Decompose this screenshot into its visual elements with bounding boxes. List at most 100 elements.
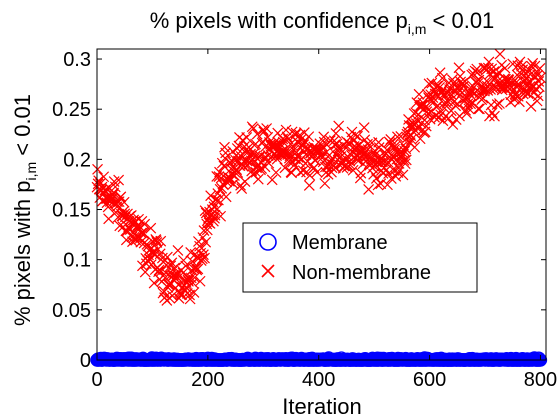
non-membrane-point [303, 179, 315, 191]
non-membrane-point [399, 145, 411, 157]
plot-area [97, 49, 546, 360]
non-membrane-point [351, 154, 363, 166]
non-membrane-point [279, 162, 291, 174]
non-membrane-point [236, 183, 248, 194]
non-membrane-point [433, 80, 444, 91]
non-membrane-point [452, 87, 464, 99]
non-membrane-point [352, 130, 363, 142]
non-membrane-point [252, 173, 264, 185]
non-membrane-point [189, 272, 200, 284]
non-membrane-point [362, 144, 374, 156]
non-membrane-point [166, 257, 178, 269]
non-membrane-point [220, 191, 232, 203]
non-membrane-point [355, 167, 367, 179]
chart-title: % pixels with confidence pi,m < 0.01 [150, 8, 495, 37]
non-membrane-point [398, 154, 410, 166]
non-membrane-point [389, 143, 401, 155]
non-membrane-point [494, 98, 505, 109]
y-tick-label: 0.1 [63, 250, 91, 272]
non-membrane-point [349, 129, 361, 141]
non-membrane-point [474, 103, 485, 115]
non-membrane-point [354, 172, 366, 184]
non-membrane-point [319, 178, 331, 189]
y-tick-label: 0.2 [63, 149, 91, 171]
non-membrane-point [114, 220, 126, 232]
non-membrane-point [151, 236, 163, 248]
non-membrane-point [491, 99, 503, 110]
non-membrane-point [102, 201, 114, 213]
non-membrane-point [297, 165, 309, 177]
non-membrane-point [304, 170, 316, 181]
non-membrane-point [184, 293, 196, 305]
non-membrane-point [534, 63, 546, 74]
non-membrane-point [317, 140, 329, 152]
non-membrane-point [399, 158, 411, 170]
non-membrane-point [145, 222, 157, 234]
non-membrane-point [219, 152, 231, 164]
non-membrane-point [139, 218, 151, 230]
non-membrane-point [286, 167, 297, 179]
y-axis: 0 0.05 0.1 0.15 0.2 0.25 0.3 [52, 49, 546, 372]
series-non-membrane [91, 48, 546, 306]
non-membrane-point [535, 72, 546, 84]
non-membrane-point [441, 98, 453, 109]
non-membrane-point [277, 136, 289, 148]
non-membrane-point [180, 260, 192, 272]
non-membrane-point [316, 149, 327, 161]
non-membrane-point [426, 77, 438, 89]
non-membrane-point [210, 194, 222, 206]
non-membrane-point [447, 119, 459, 130]
legend-marker-non-membrane [261, 264, 275, 278]
non-membrane-point [430, 109, 442, 121]
non-membrane-point [311, 166, 323, 178]
non-membrane-point [115, 191, 127, 203]
non-membrane-point [199, 252, 210, 264]
non-membrane-point [239, 141, 250, 152]
non-membrane-point [93, 175, 105, 187]
non-membrane-point [273, 140, 285, 151]
non-membrane-point [344, 159, 356, 171]
non-membrane-point [247, 123, 259, 134]
non-membrane-point [108, 187, 120, 199]
legend: Membrane Non-membrane [242, 222, 478, 293]
non-membrane-point [248, 148, 260, 160]
y-tick-label: 0 [80, 350, 91, 372]
non-membrane-point [215, 172, 227, 184]
non-membrane-point [383, 168, 394, 179]
non-membrane-point [209, 212, 220, 224]
non-membrane-point [205, 190, 217, 202]
non-membrane-point [401, 128, 413, 140]
non-membrane-point [182, 274, 194, 286]
non-membrane-point [479, 85, 490, 97]
non-membrane-point [250, 138, 261, 150]
non-membrane-point [198, 249, 209, 261]
non-membrane-point [400, 154, 412, 166]
non-membrane-point [483, 56, 495, 68]
non-membrane-point [524, 81, 536, 93]
non-membrane-point [405, 134, 417, 145]
legend-label-membrane: Membrane [292, 232, 388, 254]
y-tick-label: 0.25 [52, 99, 91, 121]
non-membrane-point [196, 242, 208, 254]
non-membrane-point [333, 120, 345, 132]
non-membrane-point [416, 99, 428, 111]
non-membrane-point [266, 174, 278, 186]
x-axis: 0 200 400 600 800 [91, 49, 557, 391]
non-membrane-point [494, 48, 506, 60]
non-membrane-point [153, 264, 165, 276]
non-membrane-point [453, 62, 465, 74]
non-membrane-point [530, 83, 542, 95]
non-membrane-point [231, 143, 243, 154]
non-membrane-point [243, 141, 255, 153]
y-tick-label: 0.05 [52, 300, 91, 322]
non-membrane-point [429, 111, 441, 123]
non-membrane-point [392, 131, 403, 143]
non-membrane-point [292, 152, 304, 163]
non-membrane-point [211, 203, 223, 215]
non-membrane-point [215, 210, 227, 222]
non-membrane-point [532, 90, 544, 102]
non-membrane-point [135, 227, 147, 239]
x-tick-label: 400 [302, 369, 335, 391]
non-membrane-point [257, 124, 269, 136]
x-axis-label: Iteration [282, 394, 362, 419]
